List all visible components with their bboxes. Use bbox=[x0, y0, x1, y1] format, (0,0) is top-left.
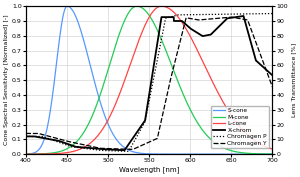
X-chrom bbox=[129, 140, 133, 142]
L-cone bbox=[160, 5, 163, 7]
Chromagen Y bbox=[67, 141, 70, 143]
M-cone bbox=[135, 5, 139, 7]
M-cone bbox=[266, 153, 269, 155]
L-cone bbox=[239, 127, 243, 129]
M-cone bbox=[67, 147, 70, 149]
Chromagen Y bbox=[230, 16, 233, 18]
Chromagen P bbox=[118, 150, 122, 152]
X-chrom bbox=[123, 149, 126, 151]
Chromagen P bbox=[67, 145, 70, 147]
X-chrom bbox=[118, 149, 122, 151]
Line: S-cone: S-cone bbox=[26, 6, 272, 154]
S-cone bbox=[271, 153, 274, 155]
X-axis label: Wavelength [nm]: Wavelength [nm] bbox=[119, 166, 179, 173]
S-cone bbox=[65, 5, 69, 7]
Line: X-chrom: X-chrom bbox=[26, 16, 272, 150]
S-cone bbox=[67, 5, 70, 8]
Y-axis label: Lens Transmittance [%]: Lens Transmittance [%] bbox=[291, 43, 296, 117]
M-cone bbox=[118, 30, 122, 32]
X-chrom bbox=[266, 70, 269, 72]
Chromagen Y bbox=[266, 73, 269, 75]
Line: L-cone: L-cone bbox=[26, 6, 272, 154]
L-cone bbox=[52, 153, 56, 155]
Chromagen Y bbox=[24, 132, 28, 135]
M-cone bbox=[24, 153, 28, 155]
X-chrom bbox=[67, 143, 70, 145]
Chromagen P bbox=[129, 146, 133, 148]
Chromagen P bbox=[266, 13, 269, 15]
Chromagen P bbox=[127, 150, 130, 152]
Line: Chromagen P: Chromagen P bbox=[26, 13, 272, 151]
L-cone bbox=[266, 146, 269, 149]
L-cone bbox=[24, 153, 28, 155]
Chromagen P bbox=[271, 12, 274, 15]
L-cone bbox=[67, 151, 70, 153]
S-cone bbox=[52, 82, 56, 84]
Chromagen Y bbox=[118, 148, 122, 150]
Chromagen P bbox=[239, 13, 243, 15]
Chromagen Y bbox=[52, 137, 56, 139]
Chromagen Y bbox=[271, 85, 274, 88]
Chromagen Y bbox=[129, 148, 133, 150]
X-chrom bbox=[242, 15, 245, 17]
L-cone bbox=[118, 91, 122, 93]
M-cone bbox=[239, 152, 243, 154]
X-chrom bbox=[271, 74, 274, 76]
X-chrom bbox=[24, 135, 28, 138]
X-chrom bbox=[239, 15, 243, 18]
S-cone bbox=[129, 150, 133, 152]
Chromagen P bbox=[52, 139, 56, 142]
L-cone bbox=[129, 61, 133, 63]
X-chrom bbox=[52, 139, 56, 141]
Chromagen Y bbox=[131, 148, 134, 150]
S-cone bbox=[266, 153, 269, 155]
M-cone bbox=[271, 153, 274, 155]
L-cone bbox=[271, 148, 274, 150]
Line: Chromagen Y: Chromagen Y bbox=[26, 17, 272, 149]
M-cone bbox=[52, 152, 56, 154]
S-cone bbox=[119, 143, 122, 145]
Y-axis label: Cone Spectral Sensitivity [Normalized] [-]: Cone Spectral Sensitivity [Normalized] [… bbox=[4, 15, 9, 145]
S-cone bbox=[24, 153, 28, 155]
Chromagen Y bbox=[239, 18, 243, 20]
Chromagen P bbox=[24, 135, 28, 138]
M-cone bbox=[129, 8, 133, 10]
S-cone bbox=[239, 153, 243, 155]
Legend: S-cone, M-cone, L-cone, X-chrom, Chromagen P, Chromagen Y: S-cone, M-cone, L-cone, X-chrom, Chromag… bbox=[211, 106, 269, 148]
Line: M-cone: M-cone bbox=[26, 6, 272, 154]
